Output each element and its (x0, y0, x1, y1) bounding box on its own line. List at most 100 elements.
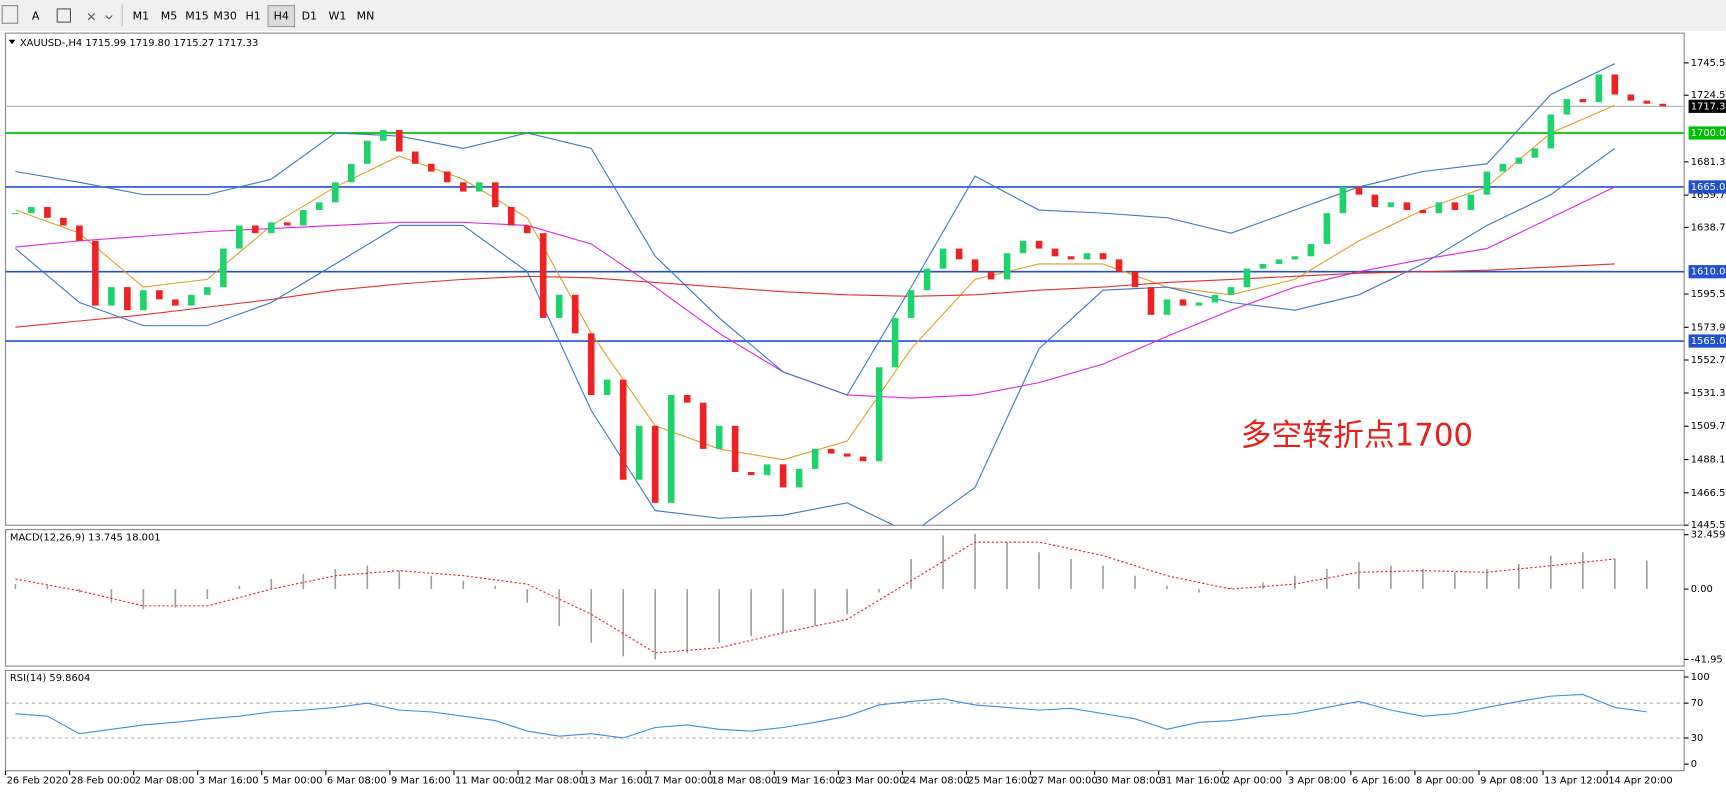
main-plot (5, 63, 1685, 526)
candle (779, 464, 787, 488)
candle (1195, 302, 1203, 306)
x-tick-label: 2 Apr 00:00 (1224, 776, 1282, 787)
rsi-plot (5, 693, 1685, 739)
candle (395, 129, 403, 152)
candle (619, 379, 627, 480)
main-panel (4, 32, 1685, 526)
candle (363, 140, 371, 164)
candle (1147, 287, 1155, 315)
y-tick-label: 1552.70 (1691, 355, 1726, 366)
x-tick-label: 12 Mar 08:00 (519, 776, 585, 787)
y-tick-label: 1638.70 (1691, 222, 1726, 233)
candle (140, 290, 147, 311)
x-tick-label: 19 Mar 16:00 (775, 776, 841, 787)
timeframe-label[interactable]: M30 (213, 10, 237, 23)
y-tick-label: 1681.30 (1691, 157, 1726, 168)
candle (236, 225, 243, 249)
candle (28, 206, 35, 214)
candle (603, 379, 611, 395)
x-tick-label: 3 Mar 16:00 (199, 776, 259, 787)
candle (1003, 253, 1011, 280)
timeframe-label[interactable]: W1 (328, 10, 346, 23)
level-label: 1565.00 (1691, 336, 1726, 347)
candle (635, 425, 643, 480)
candle (1115, 259, 1123, 272)
candle (60, 217, 67, 226)
axes: 1745.50 1724.50 1681.30 1659.70 1638.70 1595.… (4, 58, 1726, 787)
candle (571, 294, 579, 334)
candle (875, 367, 883, 462)
x-tick-label: 17 Mar 00:00 (647, 776, 713, 787)
candle (475, 182, 483, 192)
candle (443, 171, 451, 183)
candle (108, 287, 115, 306)
candle (1435, 202, 1443, 214)
x-tick-label: 11 Mar 00:00 (455, 776, 521, 787)
level-box (1688, 180, 1726, 194)
candle (1515, 157, 1523, 164)
y-tick-label: 30 (1691, 733, 1704, 744)
candle (651, 425, 659, 503)
candle (1627, 94, 1635, 101)
chart-title: XAUUSD-,H4 1715.99 1719.80 1715.27 1717.… (20, 38, 259, 49)
candle (907, 290, 915, 318)
x-tick-label: 13 Apr 12:00 (1544, 776, 1609, 787)
x-tick-label: 3 Apr 08:00 (1288, 776, 1346, 787)
candle (427, 163, 435, 172)
candle (76, 225, 83, 241)
candle (1371, 194, 1379, 207)
level-box (1688, 265, 1726, 279)
timeframe-label[interactable]: M5 (161, 10, 177, 23)
candle (92, 240, 99, 306)
candle (1467, 194, 1475, 211)
y-tick-label: 1488.10 (1691, 455, 1726, 466)
candle (795, 468, 803, 488)
candle (284, 222, 291, 226)
y-tick-label: 100 (1691, 672, 1710, 683)
macd-panel (4, 529, 1685, 667)
candle (1035, 240, 1043, 249)
y-tick-label: 1445.50 (1691, 520, 1726, 531)
timeframe-label[interactable]: M15 (185, 10, 209, 23)
macd-plot (14, 533, 1648, 660)
candle (747, 472, 755, 476)
annotation: 多空转折点1700 (1241, 418, 1473, 454)
candle (411, 151, 419, 164)
candle (971, 259, 979, 272)
x-tick-label: 13 Mar 16:00 (583, 776, 649, 787)
indicator-line (15, 263, 1615, 328)
y-tick-label: 1509.70 (1691, 421, 1726, 432)
y-tick-label: 0 (1691, 759, 1697, 770)
candle (204, 287, 211, 295)
timeframe-button[interactable] (267, 5, 296, 28)
icon[interactable] (1, 5, 19, 24)
icon-text-tool[interactable]: A (32, 10, 40, 23)
collapse-icon[interactable] (8, 39, 16, 45)
icon[interactable] (87, 12, 113, 21)
x-tick-label: 27 Mar 00:00 (1032, 776, 1098, 787)
timeframe-label[interactable]: D1 (302, 10, 317, 23)
y-tick-label: 1531.30 (1691, 388, 1726, 399)
candle (1099, 253, 1107, 260)
candle (1611, 74, 1619, 95)
timeframe-label[interactable]: H4 (274, 10, 289, 23)
candle (699, 402, 707, 449)
candle (1483, 171, 1491, 195)
candle (1595, 74, 1603, 103)
candle (987, 271, 995, 280)
x-tick-label: 6 Mar 08:00 (327, 776, 387, 787)
x-tick-label: 26 Feb 2020 (7, 776, 69, 787)
indicator-line (15, 147, 1616, 526)
candle (667, 394, 675, 503)
candle (1323, 213, 1331, 244)
candle (156, 290, 163, 300)
icon[interactable] (56, 8, 71, 23)
candle (539, 233, 547, 318)
y-tick-label: 0.00 (1691, 584, 1713, 595)
candle (1131, 271, 1139, 288)
candle (459, 182, 467, 192)
timeframe-label[interactable]: M1 (133, 10, 150, 23)
timeframe-label[interactable]: H1 (246, 10, 261, 23)
timeframe-label[interactable]: MN (357, 10, 375, 23)
